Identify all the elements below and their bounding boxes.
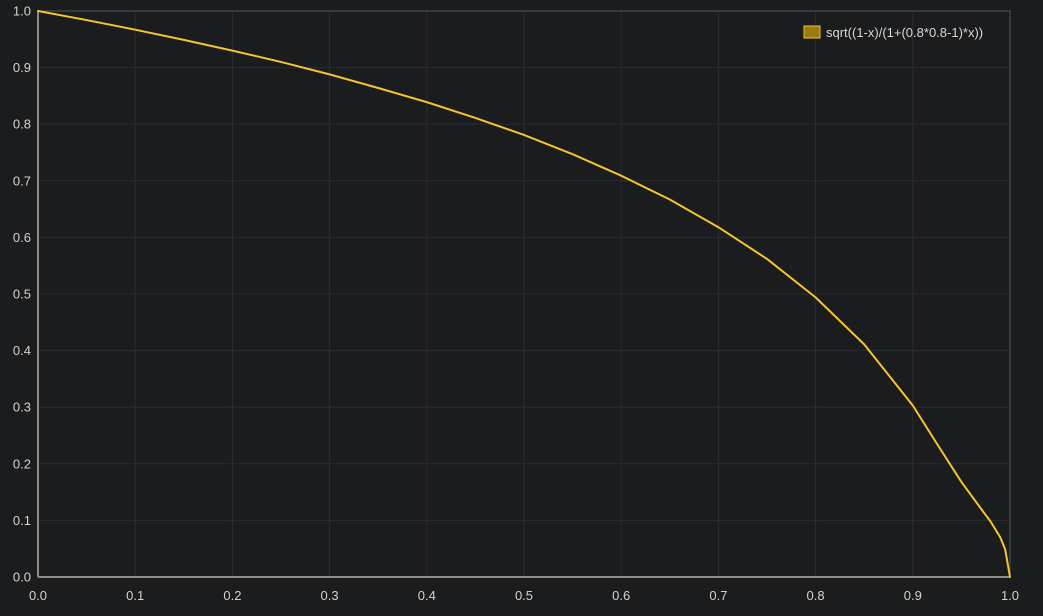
y-tick-label: 0.9 bbox=[13, 60, 31, 75]
x-tick-label: 0.9 bbox=[904, 588, 922, 603]
axes bbox=[37, 10, 1011, 578]
x-tick-label: 0.2 bbox=[223, 588, 241, 603]
x-tick-label: 0.6 bbox=[612, 588, 630, 603]
x-tick-label: 0.4 bbox=[418, 588, 436, 603]
y-tick-label: 1.0 bbox=[13, 4, 31, 19]
y-tick-label: 0.1 bbox=[13, 513, 31, 528]
y-tick-label: 0.8 bbox=[13, 117, 31, 132]
x-tick-label: 0.3 bbox=[321, 588, 339, 603]
x-tick-label: 0.1 bbox=[126, 588, 144, 603]
x-tick-label: 0.7 bbox=[709, 588, 727, 603]
y-tick-label: 0.2 bbox=[13, 456, 31, 471]
x-tick-label: 0.0 bbox=[29, 588, 47, 603]
y-tick-label: 0.6 bbox=[13, 230, 31, 245]
tick-labels: 0.0 0.1 0.2 0.3 0.4 0.5 0.6 0.7 0.8 0.9 1.0 0.0 0.1 0… bbox=[13, 4, 1019, 604]
y-tick-label: 0.0 bbox=[13, 570, 31, 585]
x-tick-label: 1.0 bbox=[1001, 588, 1019, 603]
series-line bbox=[37, 10, 1011, 578]
y-tick-label: 0.3 bbox=[13, 400, 31, 415]
y-tick-label: 0.4 bbox=[13, 343, 31, 358]
x-tick-label: 0.8 bbox=[807, 588, 825, 603]
grid-lines bbox=[38, 11, 1010, 577]
legend: sqrt((1-x)/(1+(0.8*0.8-1)*x)) bbox=[803, 25, 983, 40]
legend-swatch bbox=[803, 25, 821, 39]
y-tick-label: 0.7 bbox=[13, 173, 31, 188]
x-tick-label: 0.5 bbox=[515, 588, 533, 603]
legend-label: sqrt((1-x)/(1+(0.8*0.8-1)*x)) bbox=[826, 25, 983, 40]
y-tick-label: 0.5 bbox=[13, 287, 31, 302]
series-lines bbox=[37, 10, 1011, 578]
